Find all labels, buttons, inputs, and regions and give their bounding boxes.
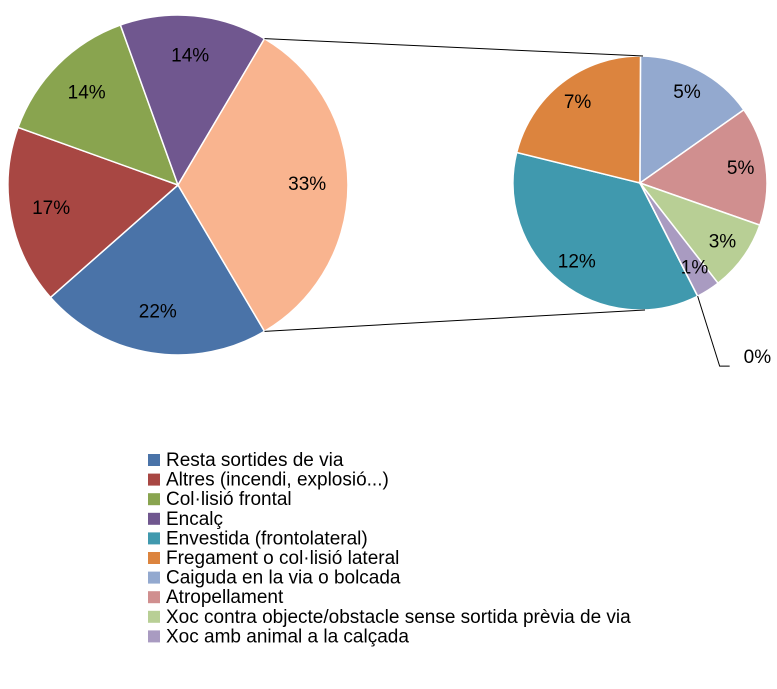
legend-swatch [148,512,160,525]
data-label: 7% [564,92,592,113]
leader-line [697,296,730,367]
legend-swatch [148,630,160,643]
pie-slice [49,183,266,356]
legend-swatch [148,610,160,623]
legend-swatch [148,552,160,564]
legend-label: Envestida (frontolateral) [166,528,368,549]
data-label: 5% [727,158,755,179]
data-label: 14% [171,45,209,66]
data-label: 3% [709,231,737,252]
legend-swatch [148,473,160,486]
legend-label: Altres (incendi, explosió...) [166,470,389,491]
legend-swatch [148,571,160,584]
legend-label: Xoc amb animal a la calçada [166,626,409,647]
legend-label: Xoc contra objecte/obstacle sense sortid… [166,607,631,628]
connector-line [264,309,646,332]
pie-slice [119,14,266,187]
legend-label: Atropellament [166,587,284,608]
legend-swatch [148,493,160,506]
legend-label: Resta sortides de via [166,450,344,471]
pie-slice [639,55,745,185]
legend-label: Col·lisió frontal [166,489,292,510]
data-label: 22% [139,302,177,323]
pie-slice [512,151,699,311]
data-label: 5% [673,82,701,103]
data-label: 33% [288,174,326,195]
legend-swatch [148,591,160,604]
pie-slice [17,24,180,187]
pie-slice [639,182,720,298]
legend-label: Encalç [166,509,223,530]
legend-label: Caiguda en la via o bolcada [166,568,401,589]
legend-swatch [148,532,160,545]
pie-slice [638,108,768,227]
connector-line [264,38,644,57]
data-label: 0% [744,347,772,368]
legend-label: Fregament o col·lisió lateral [166,548,399,569]
legend-swatch [148,454,160,466]
data-label: 12% [558,252,596,273]
data-label: 1% [681,258,709,279]
pie-slice [177,37,349,333]
data-label: 14% [68,83,106,104]
data-label: 17% [32,198,70,219]
pie-slice [515,55,642,184]
